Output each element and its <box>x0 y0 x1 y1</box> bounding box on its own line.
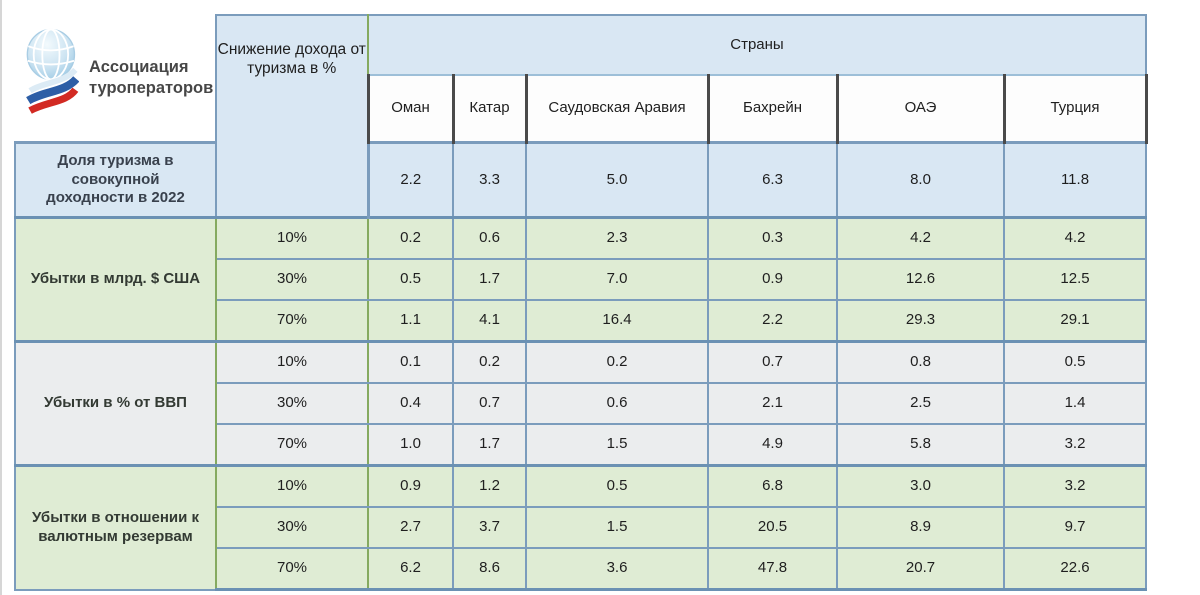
scenario-pct: 30% <box>215 506 369 549</box>
value-cell: 6.2 <box>367 547 454 591</box>
value-cell: 3.2 <box>1003 423 1147 467</box>
value-cell: 2.7 <box>367 506 454 549</box>
value-cell: 1.7 <box>452 258 527 301</box>
value-cell: 4.2 <box>1003 216 1147 260</box>
tourism-loss-table: Ассоциация туроператоров Снижение дохода… <box>14 14 1148 591</box>
value-cell: 1.5 <box>525 423 709 467</box>
value-cell: 8.9 <box>836 506 1005 549</box>
section-losses-usd: Убытки в млрд. $ США 10% 0.2 0.6 2.3 0.3… <box>14 216 1147 343</box>
section-label: Убытки в отношении к валютным резервам <box>14 464 217 591</box>
value-cell: 5.8 <box>836 423 1005 467</box>
value-cell: 0.5 <box>1003 340 1147 384</box>
scenario-pct: 10% <box>215 216 369 260</box>
scenario-pct: 30% <box>215 258 369 301</box>
value-cell: 20.5 <box>707 506 838 549</box>
section-losses-gdp: Убытки в % от ВВП 10% 0.1 0.2 0.2 0.7 0.… <box>14 340 1147 467</box>
scenario-pct: 10% <box>215 340 369 384</box>
reduction-header-cell: Снижение дохода от туризма в % <box>215 14 369 219</box>
value-cell: 1.2 <box>452 464 527 508</box>
value-cell: 0.8 <box>836 340 1005 384</box>
value-cell: 0.2 <box>452 340 527 384</box>
screenshot-left-edge <box>0 0 2 595</box>
share-row-label: Доля туризма в совокупной доходности в 2… <box>14 141 217 219</box>
scenario-pct: 30% <box>215 382 369 425</box>
value-cell: 3.6 <box>525 547 709 591</box>
value-cell: 3.2 <box>1003 464 1147 508</box>
value-cell: 2.1 <box>707 382 838 425</box>
value-cell: 2.5 <box>836 382 1005 425</box>
share-value: 8.0 <box>836 141 1005 219</box>
value-cell: 4.1 <box>452 299 527 343</box>
share-value: 6.3 <box>707 141 838 219</box>
share-value: 11.8 <box>1003 141 1147 219</box>
scenario-pct: 70% <box>215 423 369 467</box>
value-cell: 8.6 <box>452 547 527 591</box>
value-cell: 0.2 <box>525 340 709 384</box>
org-logo: Ассоциация туроператоров <box>15 26 215 130</box>
value-cell: 2.2 <box>707 299 838 343</box>
country-header-qatar: Катар <box>451 74 528 144</box>
value-cell: 1.0 <box>367 423 454 467</box>
scenario-pct: 70% <box>215 299 369 343</box>
org-name: Ассоциация туроператоров <box>89 57 214 97</box>
country-header-bahrain: Бахрейн <box>706 74 839 144</box>
value-cell: 29.1 <box>1003 299 1147 343</box>
value-cell: 4.2 <box>836 216 1005 260</box>
share-value: 2.2 <box>366 141 454 219</box>
value-cell: 0.5 <box>367 258 454 301</box>
value-cell: 1.7 <box>452 423 527 467</box>
section-label: Убытки в млрд. $ США <box>14 216 217 343</box>
value-cell: 7.0 <box>525 258 709 301</box>
value-cell: 0.7 <box>452 382 527 425</box>
value-cell: 0.6 <box>452 216 527 260</box>
section-losses-reserves: Убытки в отношении к валютным резервам 1… <box>14 464 1147 591</box>
value-cell: 3.7 <box>452 506 527 549</box>
scenario-pct: 70% <box>215 547 369 591</box>
logo-cell: Ассоциация туроператоров <box>15 15 216 143</box>
value-cell: 0.5 <box>525 464 709 508</box>
value-cell: 29.3 <box>836 299 1005 343</box>
value-cell: 12.5 <box>1003 258 1147 301</box>
value-cell: 20.7 <box>836 547 1005 591</box>
value-cell: 2.3 <box>525 216 709 260</box>
country-header-uae: ОАЭ <box>835 74 1006 144</box>
value-cell: 6.8 <box>707 464 838 508</box>
share-value: 5.0 <box>525 141 709 219</box>
value-cell: 0.9 <box>707 258 838 301</box>
value-cell: 1.4 <box>1003 382 1147 425</box>
value-cell: 0.1 <box>367 340 454 384</box>
country-header-oman: Оман <box>366 74 455 144</box>
value-cell: 0.9 <box>367 464 454 508</box>
value-cell: 12.6 <box>836 258 1005 301</box>
value-cell: 0.4 <box>367 382 454 425</box>
country-header-saudi: Саудовская Аравия <box>524 74 710 144</box>
countries-group-header: Страны <box>367 14 1147 76</box>
country-header-turkey: Турция <box>1002 74 1148 144</box>
value-cell: 1.1 <box>367 299 454 343</box>
scenario-pct: 10% <box>215 464 369 508</box>
value-cell: 0.3 <box>707 216 838 260</box>
section-label: Убытки в % от ВВП <box>14 340 217 467</box>
value-cell: 1.5 <box>525 506 709 549</box>
value-cell: 4.9 <box>707 423 838 467</box>
value-cell: 22.6 <box>1003 547 1147 591</box>
value-cell: 16.4 <box>525 299 709 343</box>
tourism-loss-table-stage: Ассоциация туроператоров Снижение дохода… <box>14 14 1148 591</box>
value-cell: 3.0 <box>836 464 1005 508</box>
value-cell: 0.2 <box>367 216 454 260</box>
value-cell: 47.8 <box>707 547 838 591</box>
share-value: 3.3 <box>452 141 527 219</box>
globe-flag-logo-icon <box>26 28 79 114</box>
value-cell: 0.6 <box>525 382 709 425</box>
value-cell: 9.7 <box>1003 506 1147 549</box>
value-cell: 0.7 <box>707 340 838 384</box>
